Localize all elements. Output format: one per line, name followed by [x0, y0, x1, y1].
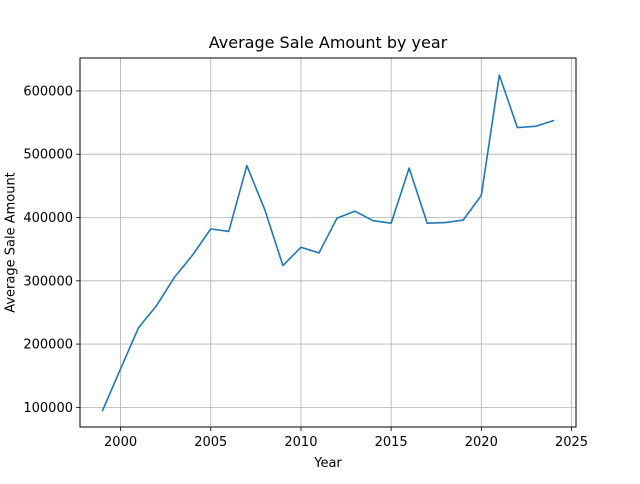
axis-ticks: 2000 2005 2010 2015 2020 2025 100000 200000 3000…: [23, 84, 588, 450]
data-point: [499, 74, 500, 75]
data-point: [354, 211, 355, 212]
data-point: [553, 120, 554, 121]
x-tick-label: 2025: [555, 435, 588, 450]
x-tick-label: 2015: [375, 435, 408, 450]
y-tick-label: 500000: [23, 148, 73, 163]
data-point: [409, 168, 410, 169]
y-tick-label: 200000: [23, 338, 73, 353]
data-point: [102, 410, 103, 411]
data-point: [372, 220, 373, 221]
y-tick-label: 100000: [23, 401, 73, 416]
data-point: [481, 195, 482, 196]
chart-title: Average Sale Amount by year: [209, 33, 448, 52]
series-lines: [101, 74, 555, 412]
data-point: [210, 228, 211, 229]
data-point: [246, 165, 247, 166]
data-point: [318, 252, 319, 253]
data-point: [156, 305, 157, 306]
grid-lines: [80, 58, 576, 427]
y-axis-label: Average Sale Amount: [4, 172, 19, 313]
data-point: [427, 223, 428, 224]
data-point: [336, 218, 337, 219]
data-point: [445, 222, 446, 223]
data-point: [300, 247, 301, 248]
data-point: [174, 276, 175, 277]
x-tick-label: 2000: [104, 435, 137, 450]
data-point: [120, 368, 121, 369]
data-point: [463, 219, 464, 220]
x-tick-label: 2010: [284, 435, 317, 450]
y-tick-label: 600000: [23, 84, 73, 99]
y-tick-label: 300000: [23, 274, 73, 289]
data-point: [228, 231, 229, 232]
x-axis-label: Year: [313, 456, 342, 471]
data-point: [264, 209, 265, 210]
data-point: [282, 265, 283, 266]
data-point: [138, 327, 139, 328]
data-point: [192, 254, 193, 255]
data-point: [517, 127, 518, 128]
y-tick-label: 400000: [23, 211, 73, 226]
data-point: [391, 223, 392, 224]
x-tick-label: 2020: [465, 435, 498, 450]
data-point: [535, 126, 536, 127]
series-line: [101, 74, 555, 412]
x-tick-label: 2005: [194, 435, 227, 450]
plot-area-frame: [79, 57, 577, 428]
